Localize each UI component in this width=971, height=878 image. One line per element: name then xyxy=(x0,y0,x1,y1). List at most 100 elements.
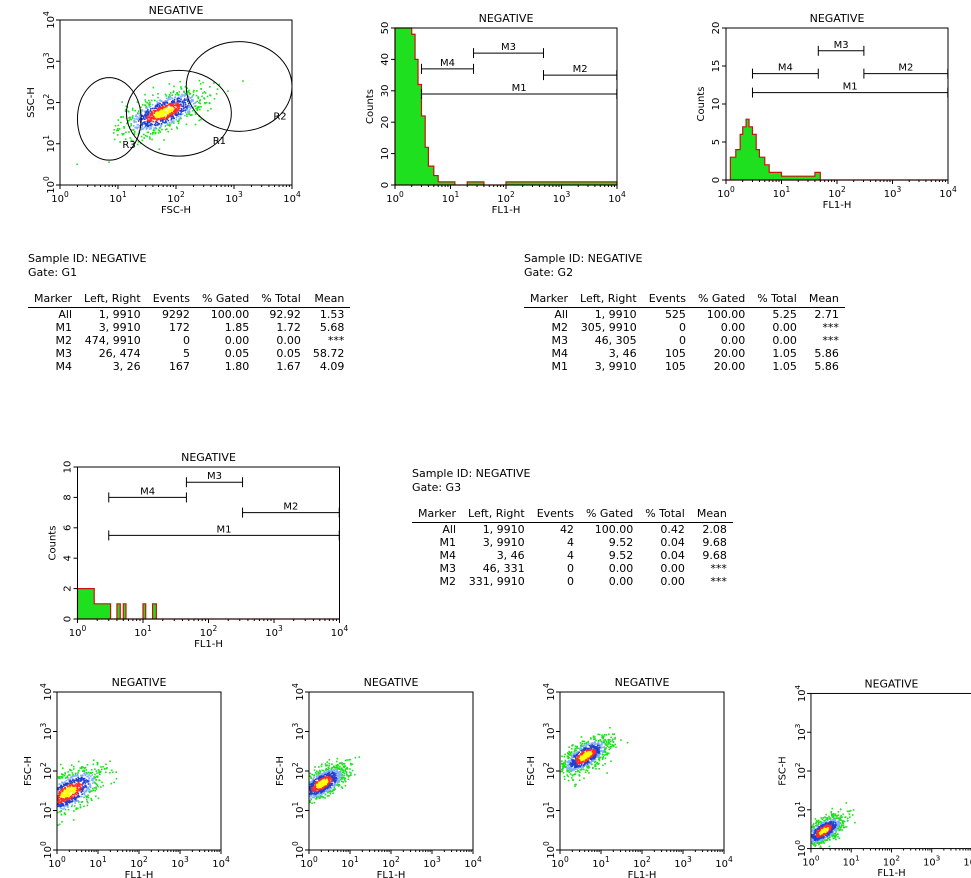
scatter-point xyxy=(84,782,87,784)
scatter-point xyxy=(347,778,350,781)
table-cell: 305, 9910 xyxy=(580,321,637,334)
scatter-point xyxy=(596,755,599,757)
scatter-point xyxy=(832,832,834,834)
scatter-point xyxy=(139,124,141,127)
scatter-point xyxy=(79,787,81,790)
scatter-point xyxy=(605,747,607,749)
table-cell: 1.85 xyxy=(224,321,250,334)
scatter-point xyxy=(180,107,183,110)
scatter-point xyxy=(317,772,320,774)
scatter-point xyxy=(832,830,835,833)
scatter-point xyxy=(591,755,593,757)
scatter-point xyxy=(815,841,818,843)
scatter-point xyxy=(184,111,187,114)
scatter-point xyxy=(572,763,575,766)
scatter-point xyxy=(88,788,91,791)
scatter-point xyxy=(70,769,73,772)
scatter-point xyxy=(155,121,158,123)
x-tick-label: 104 xyxy=(283,190,301,205)
scatter-point xyxy=(141,124,143,126)
scatter-point xyxy=(64,813,67,816)
scatter-point xyxy=(323,786,325,789)
y-axis-label: FSC-H xyxy=(526,756,537,786)
scatter-point xyxy=(67,808,70,811)
scatter-point xyxy=(837,833,839,835)
y-tick-label: 100 xyxy=(42,176,57,194)
scatter-point xyxy=(64,808,67,811)
stats-block-g3: Sample ID: NEGATIVE Gate: G3 Marker Left,… xyxy=(412,467,733,588)
scatter-point xyxy=(186,113,188,116)
scatter-point xyxy=(155,120,157,123)
scatter-point xyxy=(343,774,346,777)
scatter-point xyxy=(336,771,338,773)
scatter-point xyxy=(333,788,336,790)
scatter-point xyxy=(154,116,157,118)
scatter-point xyxy=(178,101,180,103)
scatter-point xyxy=(73,795,76,797)
y-tick-label: 10 xyxy=(63,461,74,474)
scatter-point xyxy=(137,110,140,112)
table-cell: M4 xyxy=(55,360,73,373)
scatter-point xyxy=(146,115,149,118)
scatter-point xyxy=(339,770,342,773)
scatter-point xyxy=(321,769,324,772)
scatter-point xyxy=(57,801,60,804)
y-tick-label: 0 xyxy=(380,182,391,188)
scatter-point xyxy=(95,778,97,781)
scatter-point xyxy=(585,753,588,756)
scatter-point xyxy=(327,783,329,786)
scatter-point xyxy=(611,733,614,736)
scatter-point xyxy=(314,780,317,783)
table-cell: 0 xyxy=(566,575,574,588)
scatter-point xyxy=(182,104,185,106)
scatter-point xyxy=(201,95,203,98)
scatter-point xyxy=(831,822,834,825)
scatter-point xyxy=(590,758,592,760)
scatter-point xyxy=(837,836,839,838)
scatter-point xyxy=(328,794,330,797)
scatter-point xyxy=(57,795,60,798)
scatter-point xyxy=(160,122,163,125)
scatter-point xyxy=(73,788,76,791)
scatter-point xyxy=(833,829,836,831)
scatter-point xyxy=(213,82,215,84)
scatter-point xyxy=(143,110,146,113)
column-header: Events xyxy=(530,507,580,523)
scatter-point xyxy=(159,115,162,118)
scatter-point xyxy=(314,782,316,785)
y-axis-label: FSC-H xyxy=(777,756,788,785)
scatter-point xyxy=(823,829,825,831)
scatter-point xyxy=(574,754,577,757)
column-header: Marker xyxy=(28,292,79,308)
scatter-point xyxy=(812,823,815,825)
scatter-point xyxy=(828,817,831,820)
scatter-point xyxy=(585,763,588,766)
scatter-point xyxy=(605,753,607,756)
scatter-point xyxy=(98,779,100,782)
table-cell: 0.04 xyxy=(660,549,685,562)
plot-title: NEGATIVE xyxy=(865,678,919,691)
scatter-point xyxy=(343,763,346,765)
scatter-point xyxy=(159,112,162,114)
scatter-point xyxy=(325,779,327,782)
scatter-point xyxy=(311,779,314,782)
scatter-point xyxy=(146,101,149,104)
scatter-point xyxy=(342,769,344,771)
table-cell: All xyxy=(554,308,569,321)
scatter-point xyxy=(573,766,576,769)
scatter-point xyxy=(580,744,583,746)
scatter-point xyxy=(571,764,574,767)
scatter-point xyxy=(600,744,603,746)
scatter-point xyxy=(336,763,339,766)
scatter-point xyxy=(335,764,338,767)
scatter-point xyxy=(176,126,178,128)
scatter-point xyxy=(574,759,576,762)
scatter-point xyxy=(115,771,117,773)
x-tick-label: 101 xyxy=(592,855,610,870)
scatter-point xyxy=(154,122,157,125)
table-row: M2 331, 9910 0 0.00 0.00 *** xyxy=(412,575,733,588)
scatter-point xyxy=(172,104,174,106)
scatter-point xyxy=(75,796,78,799)
x-tick-label: 101 xyxy=(109,190,127,205)
scatter-point xyxy=(838,819,841,821)
